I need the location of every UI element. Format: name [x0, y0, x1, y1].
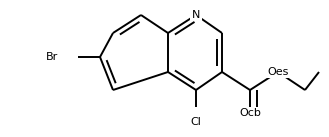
- Text: Br: Br: [46, 52, 58, 62]
- Text: Oes: Oes: [267, 67, 289, 77]
- Text: N: N: [192, 10, 200, 20]
- Text: Cl: Cl: [190, 117, 201, 127]
- Text: Ocb: Ocb: [239, 108, 261, 118]
